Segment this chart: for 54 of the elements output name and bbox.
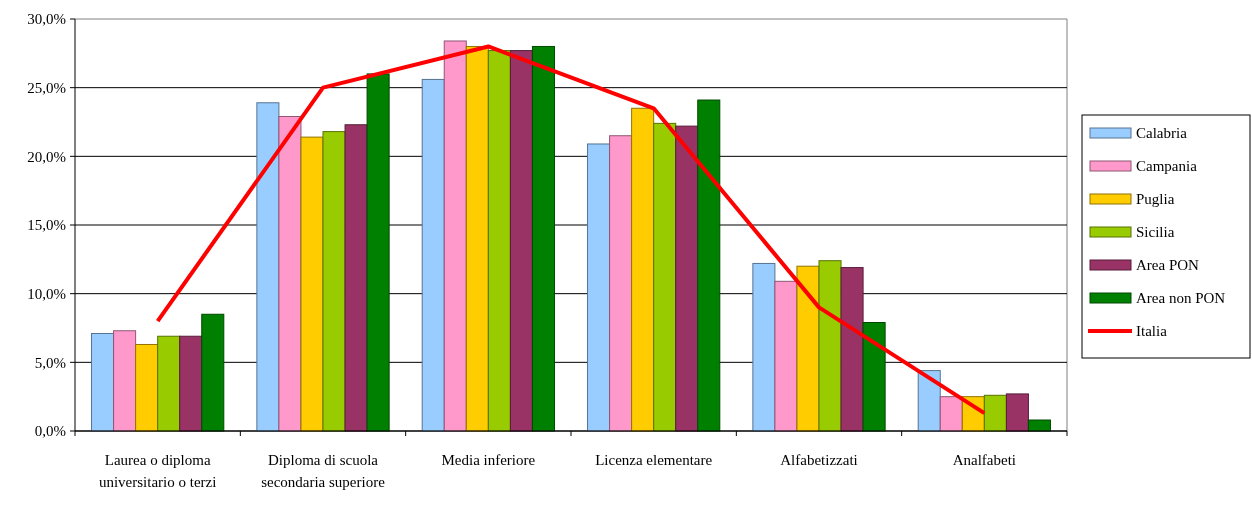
bar (344, 124, 368, 432)
legend-label: Italia (1136, 323, 1168, 340)
x-tick-label: Diploma di scuola secondaria superiore (261, 452, 386, 490)
legend-label: Area PON (1136, 257, 1200, 274)
legend-label: Puglia (1136, 191, 1175, 208)
bar (509, 50, 533, 432)
bar (631, 107, 655, 432)
legend-label: Calabria (1136, 125, 1188, 142)
bar (322, 131, 346, 432)
bar (818, 260, 842, 432)
bar (1005, 393, 1029, 432)
bar (609, 135, 633, 432)
bar (697, 99, 721, 432)
bar (1027, 419, 1051, 432)
bar (135, 343, 159, 432)
y-tick-label: 10,0% (27, 285, 66, 302)
y-tick-label: 30,0% (27, 11, 66, 28)
bar (653, 122, 677, 432)
bar (752, 262, 776, 432)
bar (278, 116, 302, 432)
bar (179, 335, 203, 432)
legend-label: Campania (1136, 158, 1198, 175)
bar (487, 50, 511, 432)
bar (443, 40, 467, 432)
bar (256, 102, 280, 432)
bar (157, 335, 181, 432)
x-tick-label: Licenza elementare (595, 452, 713, 468)
x-tick-label: Laurea o diploma universitario o terzi (98, 452, 217, 490)
y-tick-label: 15,0% (27, 217, 66, 234)
legend-label: Area non PON (1136, 290, 1226, 307)
x-tick-label: Analfabeti (952, 452, 1016, 468)
legend-label: Sicilia (1136, 224, 1175, 241)
bar (91, 332, 115, 432)
bar (675, 125, 699, 432)
bar (862, 322, 886, 432)
y-tick-label: 25,0% (27, 79, 66, 96)
bar (531, 45, 555, 432)
bar (300, 136, 324, 432)
x-tick-label: Media inferiore (441, 452, 536, 468)
y-tick-label: 0,0% (34, 423, 66, 440)
bar (840, 267, 864, 432)
bar (201, 313, 225, 432)
x-tick-label: Alfabetizzati (780, 452, 858, 468)
bar (421, 78, 445, 432)
bar (774, 280, 798, 432)
bar (796, 265, 820, 432)
y-tick-label: 5,0% (34, 354, 66, 371)
bar (366, 73, 390, 432)
line-series (155, 44, 987, 416)
bar (113, 330, 137, 432)
bar (983, 394, 1007, 432)
bar (587, 143, 611, 432)
y-tick-label: 20,0% (27, 148, 66, 165)
bar (465, 45, 489, 432)
